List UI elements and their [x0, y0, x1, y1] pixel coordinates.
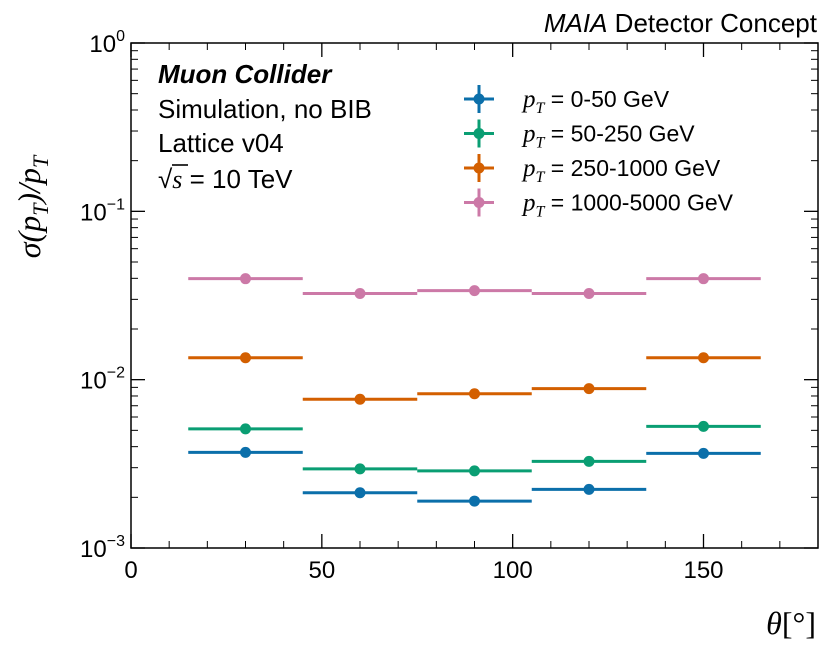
data-point [469, 465, 480, 477]
y-tick-label: 100 [89, 28, 125, 58]
legend-label: pT = 1000-5000 GeV [521, 190, 734, 221]
legend-marker-dot [473, 197, 485, 208]
data-point [240, 352, 251, 364]
data-point [698, 420, 709, 432]
data-point [240, 446, 251, 458]
legend-marker-dot [473, 162, 485, 174]
chart-header-rest: Detector Concept [607, 8, 817, 38]
legend-label: pT = 0-50 GeV [521, 86, 670, 117]
legend-entry-4: pT = 1000-5000 GeV [464, 188, 734, 221]
data-point [240, 423, 251, 435]
y-tick-label: 10−1 [80, 196, 125, 226]
data-point [583, 455, 595, 467]
x-tick-label: 100 [493, 557, 533, 584]
data-point [698, 447, 709, 459]
chart-header-italic: MAIA [544, 8, 608, 38]
data-point [583, 483, 595, 495]
data-point [698, 352, 709, 364]
annotation-energy: √s = 10 TeV [158, 164, 293, 194]
legend-entry-1: pT = 0-50 GeV [464, 85, 670, 117]
data-point [469, 285, 480, 297]
data-point [354, 487, 366, 499]
legend-entry-3: pT = 250-1000 GeV [464, 154, 721, 186]
data-point [469, 388, 480, 400]
data-point [240, 273, 251, 285]
chart-header: MAIA Detector Concept [544, 8, 818, 38]
series-4 [188, 273, 761, 299]
legend-marker-dot [473, 93, 485, 105]
x-tick-label: 150 [683, 557, 723, 584]
y-tick-label: 10−3 [80, 533, 125, 563]
series-2 [188, 420, 761, 477]
legend-marker-dot [473, 128, 485, 139]
sqrt-symbol: √ [158, 164, 173, 194]
y-tick-label: 10−2 [80, 365, 125, 395]
legend-label: pT = 250-1000 GeV [521, 155, 721, 186]
data-point [698, 273, 709, 285]
x-axis-title: θ[°] [766, 605, 816, 641]
legend-entry-2: pT = 50-250 GeV [464, 119, 695, 152]
data-point [354, 287, 366, 299]
data-point [354, 463, 366, 475]
energy-value: = 10 TeV [182, 164, 293, 194]
annotation-simulation: Simulation, no BIB [158, 94, 372, 124]
data-point [583, 287, 595, 299]
legend-label: pT = 50-250 GeV [521, 121, 695, 152]
sqrt-s: s [172, 165, 182, 194]
plot-area: 0 50 100 150 100 10−1 10−2 10−3 [80, 28, 819, 584]
data-point [583, 383, 595, 395]
x-tick-label: 0 [124, 557, 137, 584]
data-point [354, 393, 366, 405]
x-tick-label: 50 [308, 557, 335, 584]
annotation-block: Muon Collider Simulation, no BIB Lattice… [158, 59, 372, 194]
annotation-muon-collider: Muon Collider [158, 59, 333, 89]
data-point [469, 495, 480, 507]
series-1 [188, 446, 761, 507]
y-axis-title: σ(pT)/pT [11, 154, 53, 258]
series-3 [188, 352, 761, 405]
annotation-lattice: Lattice v04 [158, 128, 284, 158]
